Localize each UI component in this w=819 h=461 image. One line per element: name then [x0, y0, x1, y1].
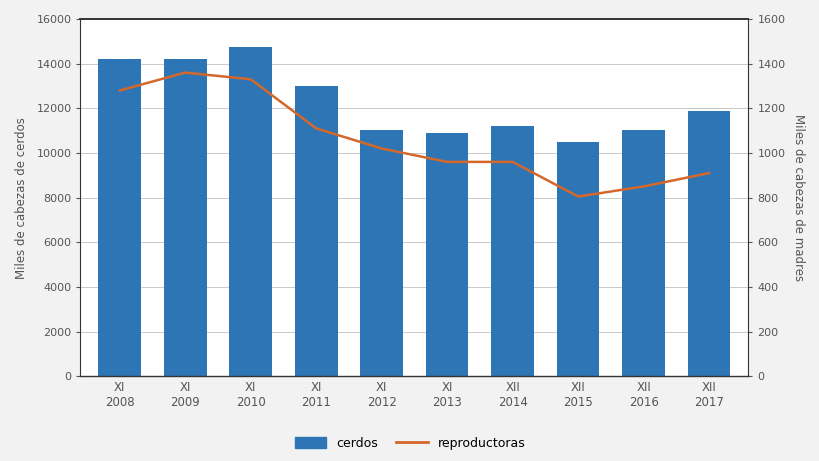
Bar [360, 130, 402, 376]
Legend: cerdos, reproductoras: cerdos, reproductoras [289, 432, 530, 455]
Bar [491, 126, 533, 376]
Bar [98, 59, 141, 376]
Bar [295, 86, 337, 376]
Bar [556, 142, 599, 376]
Bar [687, 111, 730, 376]
Bar [622, 130, 664, 376]
Bar [229, 47, 272, 376]
Y-axis label: Miles de cabezas de cerdos: Miles de cabezas de cerdos [15, 117, 28, 278]
Bar [425, 133, 468, 376]
Y-axis label: Miles de cabezas de madres: Miles de cabezas de madres [791, 114, 804, 281]
Bar [164, 59, 206, 376]
